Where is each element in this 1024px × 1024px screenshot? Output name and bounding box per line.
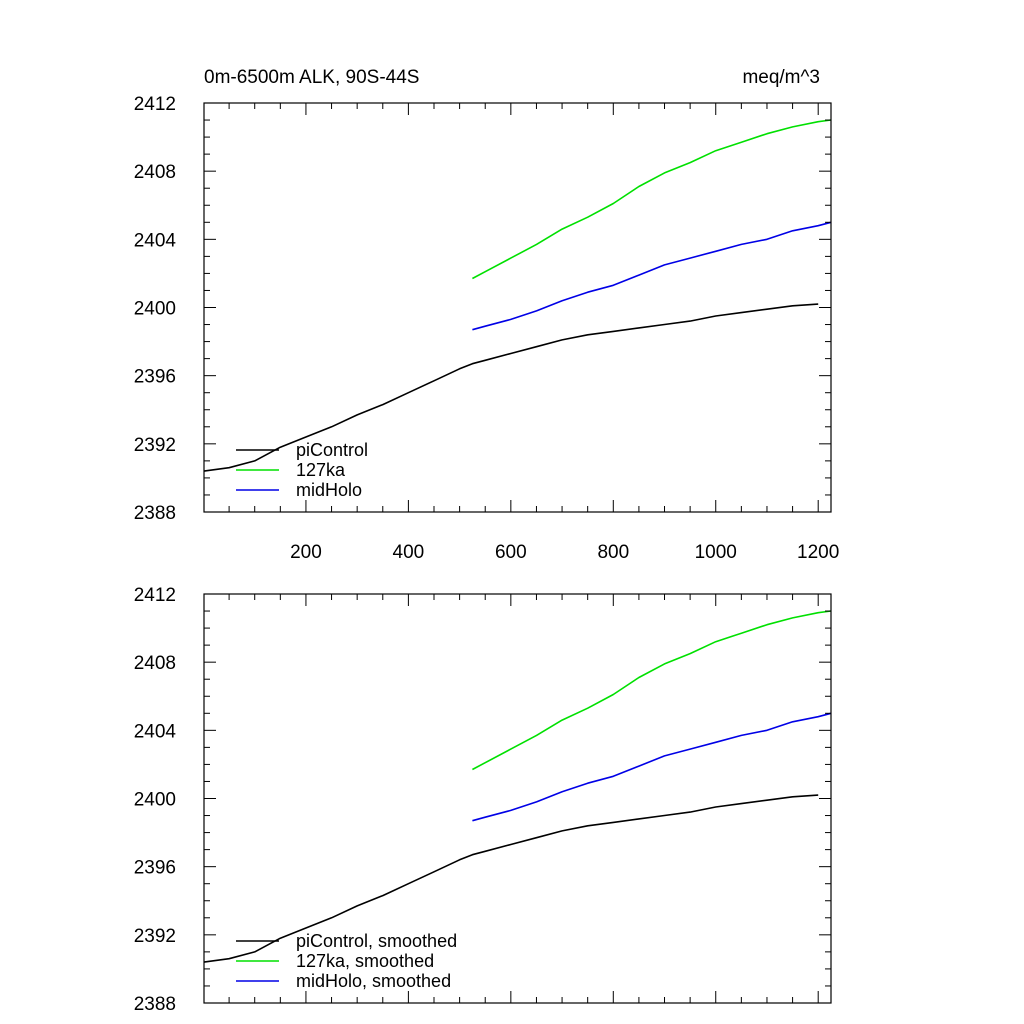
legend-label: midHolo, smoothed — [296, 971, 451, 991]
y-tick-label: 2400 — [134, 299, 176, 320]
units-label: meq/m^3 — [742, 67, 820, 88]
legend-label: midHolo — [296, 480, 362, 500]
y-tick-label: 2408 — [134, 162, 176, 183]
y-tick-label: 2392 — [134, 435, 176, 456]
chart-title: 0m-6500m ALK, 90S-44S — [204, 67, 419, 88]
x-tick-label: 1000 — [695, 542, 737, 563]
y-tick-label: 2388 — [134, 503, 176, 524]
legend-label: piControl, smoothed — [296, 931, 457, 951]
y-tick-label: 2408 — [134, 653, 176, 674]
y-tick-label: 2396 — [134, 858, 176, 879]
panel-bottom: 2388 2392 2396 2400 2404 2408 2412 piControl, s… — [134, 585, 832, 1015]
y-tick-label: 2404 — [134, 230, 177, 251]
series-line-0 — [203, 794, 819, 963]
y-tick-label: 2392 — [134, 926, 176, 947]
panel-top: 2388 2392 2396 2400 2404 2408 2412 200 400 600 800… — [134, 94, 840, 563]
x-tick-label: 400 — [393, 542, 425, 563]
series-line-2 — [472, 712, 832, 822]
series-line-0 — [203, 303, 819, 472]
y-tick-label: 2400 — [134, 790, 176, 811]
y-tick-label: 2412 — [134, 94, 176, 115]
legend-label: 127ka, smoothed — [296, 951, 434, 971]
x-tick-label: 1200 — [797, 542, 839, 563]
x-tick-label: 800 — [597, 542, 629, 563]
legend-label: piControl — [296, 440, 368, 460]
legend-label: 127ka — [296, 460, 346, 480]
x-tick-label: 600 — [495, 542, 527, 563]
x-tick-label: 200 — [290, 542, 322, 563]
series-line-2 — [472, 221, 832, 331]
series-line-1 — [472, 610, 832, 771]
y-tick-label: 2412 — [134, 585, 176, 606]
series-line-1 — [472, 119, 832, 280]
y-tick-label: 2404 — [134, 721, 177, 742]
y-tick-label: 2388 — [134, 994, 176, 1015]
y-tick-label: 2396 — [134, 367, 176, 388]
